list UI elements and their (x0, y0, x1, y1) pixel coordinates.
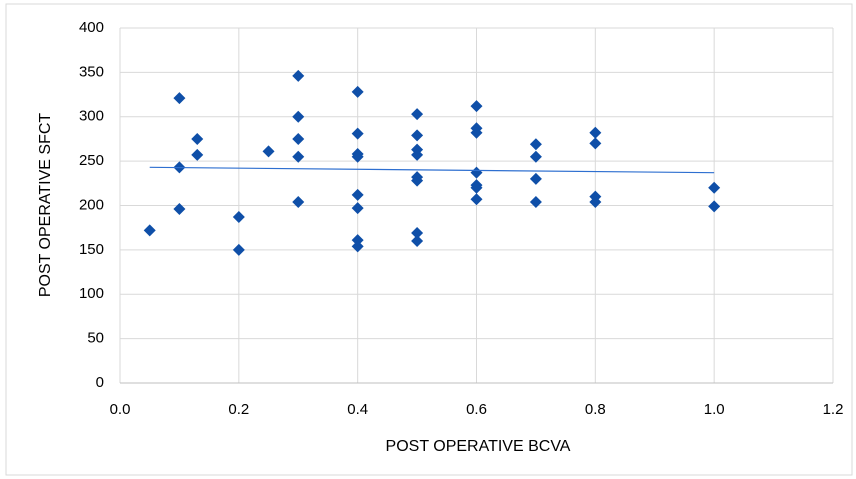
point (351, 202, 364, 215)
y-tick-label: 300 (79, 108, 104, 125)
point (589, 137, 602, 150)
point (143, 224, 156, 237)
y-tick-label: 250 (79, 152, 104, 169)
x-tick-label: 0.4 (347, 401, 368, 418)
point (262, 145, 275, 158)
point (292, 195, 305, 208)
point (411, 235, 424, 247)
point (708, 200, 721, 213)
point (529, 138, 542, 151)
point (470, 166, 483, 179)
y-tick-label: 150 (79, 241, 104, 258)
point (411, 108, 424, 121)
point (411, 174, 424, 187)
point (470, 193, 483, 206)
point (589, 195, 602, 208)
point (351, 127, 364, 140)
point (529, 150, 542, 163)
point (351, 85, 364, 98)
point (351, 234, 364, 247)
point (529, 172, 542, 185)
point (292, 69, 305, 82)
point (351, 188, 364, 201)
y-tick-label: 100 (79, 285, 104, 302)
x-axis-title: POST OPERATIVE BCVA (386, 438, 571, 455)
point (411, 148, 424, 161)
x-tick-label: 1.0 (704, 401, 725, 418)
point (411, 129, 424, 142)
point (292, 110, 305, 123)
x-tick-label: 0.6 (466, 401, 487, 418)
y-tick-label: 200 (79, 196, 104, 213)
point (232, 211, 245, 224)
point (191, 132, 204, 145)
x-tick-label: 0.8 (585, 401, 606, 418)
y-axis-title: POST OPERATIVE SFCT (37, 113, 54, 298)
y-tick-label: 350 (79, 63, 104, 80)
point (411, 227, 424, 240)
y-tick-label: 50 (87, 330, 104, 347)
point (351, 150, 364, 163)
point (470, 126, 483, 139)
y-tick-label: 0 (96, 374, 104, 391)
point (232, 243, 245, 256)
x-tick-label: 0.2 (228, 401, 249, 418)
point (351, 240, 364, 253)
x-tick-label: 0.0 (110, 401, 131, 418)
point (173, 92, 186, 105)
point (173, 203, 186, 216)
x-tick-label: 1.2 (823, 401, 844, 418)
trend-line (149, 166, 715, 174)
point (470, 100, 483, 113)
point (708, 181, 721, 194)
chart-border (5, 3, 853, 476)
point (191, 148, 204, 161)
point (529, 195, 542, 208)
point (292, 132, 305, 145)
point (470, 181, 483, 194)
point (292, 150, 305, 163)
y-tick-label: 400 (79, 19, 104, 36)
point (589, 126, 602, 139)
